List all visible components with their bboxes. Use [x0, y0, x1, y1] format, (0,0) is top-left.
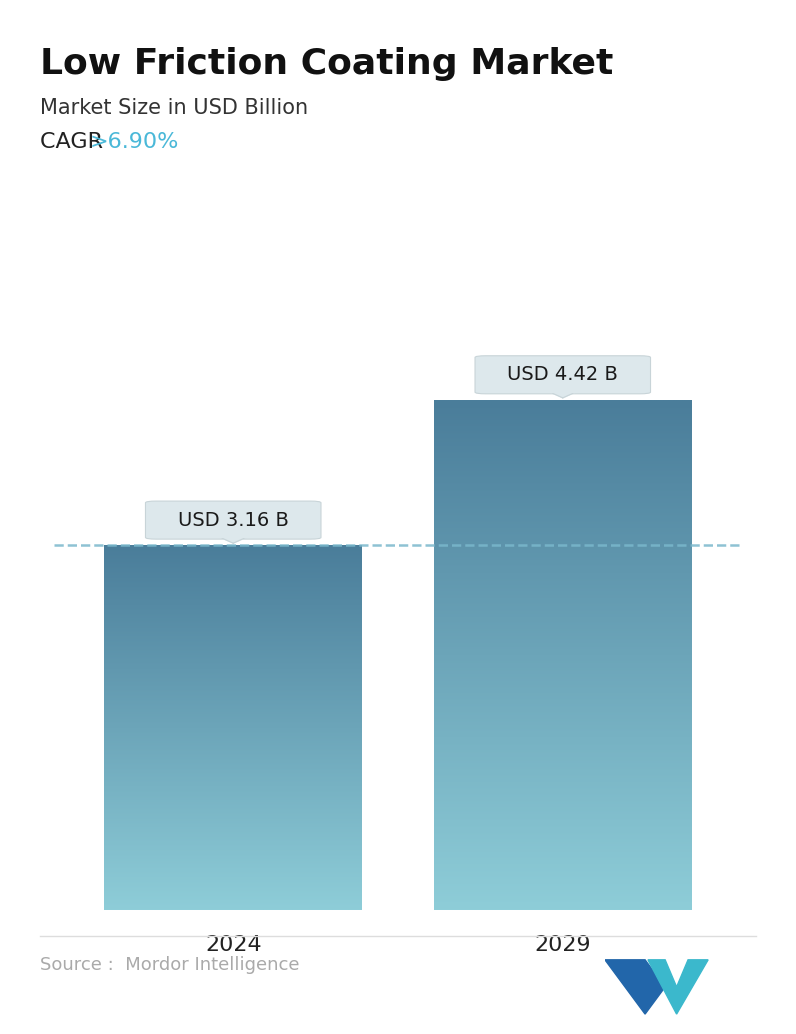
Text: Low Friction Coating Market: Low Friction Coating Market	[40, 47, 613, 81]
FancyBboxPatch shape	[146, 501, 321, 539]
Polygon shape	[605, 960, 665, 1014]
FancyBboxPatch shape	[475, 356, 650, 394]
Polygon shape	[550, 392, 576, 398]
Polygon shape	[648, 960, 708, 1014]
Text: USD 3.16 B: USD 3.16 B	[178, 511, 289, 529]
Text: CAGR: CAGR	[40, 132, 110, 152]
Text: >6.90%: >6.90%	[90, 132, 179, 152]
Text: 2029: 2029	[534, 936, 591, 955]
Text: 2024: 2024	[205, 936, 262, 955]
Text: Source :  Mordor Intelligence: Source : Mordor Intelligence	[40, 956, 299, 974]
Text: USD 4.42 B: USD 4.42 B	[507, 365, 618, 385]
Text: Market Size in USD Billion: Market Size in USD Billion	[40, 98, 308, 118]
Polygon shape	[220, 538, 246, 543]
